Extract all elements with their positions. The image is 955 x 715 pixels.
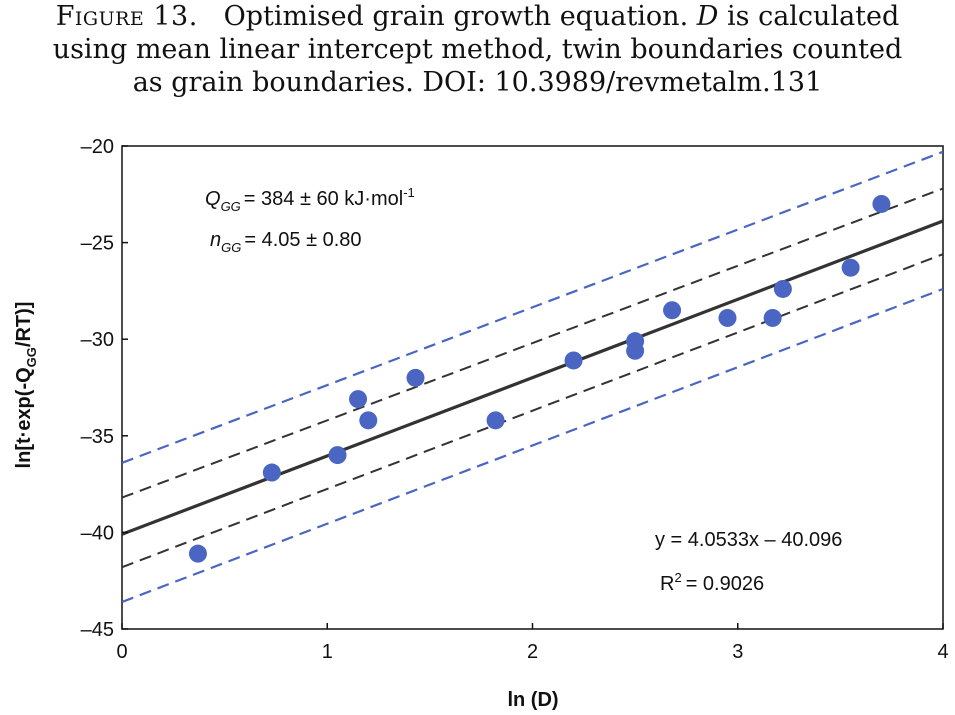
data-point bbox=[188, 544, 207, 563]
y-axis-label-sub: GG bbox=[24, 347, 39, 367]
r2-sup: 2 bbox=[674, 570, 681, 585]
r2-value: = 0.9026 bbox=[686, 573, 764, 595]
n-sub: GG bbox=[221, 240, 241, 255]
caption-line-2: using mean linear intercept method, twin… bbox=[52, 34, 903, 65]
data-point bbox=[626, 341, 645, 360]
y-axis-ticks: –20 –25 –30 –35 –40 –45 bbox=[81, 136, 128, 641]
figure-caption: Figure 13. Optimised grain growth equati… bbox=[0, 0, 955, 99]
fit-line bbox=[122, 219, 943, 536]
n-annotation: nGG = 4.05 ± 0.80 bbox=[210, 229, 362, 255]
n-value: = 4.05 ± 0.80 bbox=[244, 229, 361, 251]
data-point bbox=[841, 258, 860, 277]
data-point bbox=[359, 411, 378, 430]
q-annotation: QGG = 384 ± 60 kJ·mol-1 bbox=[205, 185, 415, 214]
data-points bbox=[188, 194, 891, 563]
x-tick-label: 1 bbox=[322, 641, 333, 663]
y-tick-label: –45 bbox=[81, 619, 114, 641]
q-sup: -1 bbox=[403, 185, 415, 200]
x-tick-label: 0 bbox=[116, 641, 127, 663]
x-tick-label: 4 bbox=[937, 641, 948, 663]
x-axis-label: ln (D) bbox=[507, 689, 558, 711]
q-value: = 384 ± 60 kJ·mol bbox=[244, 188, 403, 210]
data-point bbox=[262, 463, 281, 482]
data-point bbox=[486, 411, 505, 430]
prediction-band-upper bbox=[122, 150, 943, 464]
caption-label: Figure 13. bbox=[55, 1, 198, 32]
x-tick-label: 2 bbox=[527, 641, 538, 663]
data-point bbox=[763, 308, 782, 327]
band-lines bbox=[122, 150, 943, 603]
data-point bbox=[406, 368, 425, 387]
caption-line-1: Figure 13. Optimised grain growth equati… bbox=[0, 0, 955, 33]
r2-annotation: R2 = 0.9026 bbox=[660, 570, 764, 595]
data-point bbox=[328, 446, 347, 465]
n-main: n bbox=[210, 229, 221, 251]
y-tick-label: –30 bbox=[81, 329, 114, 351]
r2-main: R bbox=[660, 573, 674, 595]
equation-annotation: y = 4.0533x – 40.096 bbox=[655, 529, 842, 551]
q-sub: GG bbox=[221, 199, 241, 214]
y-tick-label: –20 bbox=[81, 136, 114, 158]
x-axis-ticks: 0 1 2 3 4 bbox=[116, 623, 949, 663]
y-tick-label: –40 bbox=[81, 522, 114, 544]
data-point bbox=[872, 194, 891, 213]
q-main: Q bbox=[205, 188, 221, 210]
caption-d-symbol: D bbox=[696, 1, 719, 32]
data-point bbox=[663, 301, 682, 320]
confidence-band-upper bbox=[122, 187, 943, 499]
plot-frame bbox=[121, 145, 944, 630]
data-point bbox=[349, 390, 368, 409]
y-axis-label: ln[t·exp(-QGG/RT)] bbox=[13, 302, 39, 469]
data-point bbox=[773, 279, 792, 298]
data-point bbox=[718, 308, 737, 327]
y-axis-label-post: /RT)] bbox=[13, 302, 35, 348]
y-axis-label-pre: ln[t·exp(-Q bbox=[13, 367, 35, 468]
x-tick-label: 3 bbox=[732, 641, 743, 663]
y-tick-label: –35 bbox=[81, 426, 114, 448]
caption-text-1: Optimised grain growth equation. bbox=[223, 1, 689, 32]
prediction-band-lower bbox=[122, 287, 943, 603]
caption-line-3: as grain boundaries. DOI: 10.3989/revmet… bbox=[132, 67, 823, 98]
data-point bbox=[564, 351, 583, 370]
y-tick-label: –25 bbox=[81, 233, 114, 255]
confidence-band-lower bbox=[122, 253, 943, 569]
caption-text-2: is calculated bbox=[727, 1, 900, 32]
